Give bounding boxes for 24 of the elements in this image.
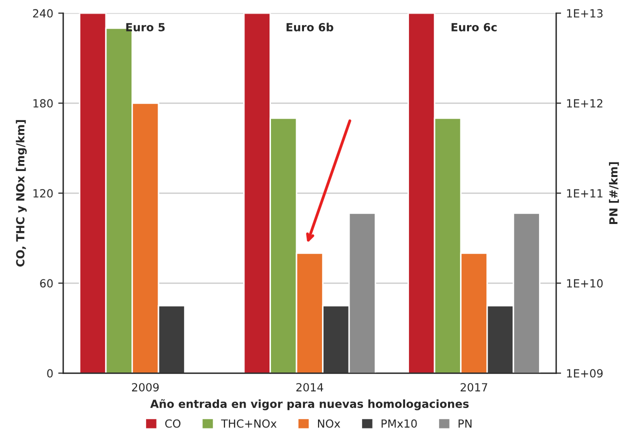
y2-tick-label: 1E+13 [567, 9, 603, 18]
y2-axis-title: PN [#/km] [608, 162, 619, 224]
y-tick-label: 240 [33, 9, 53, 18]
x-tick-label: 2009 [132, 383, 159, 392]
y-tick-label: 0 [47, 369, 53, 378]
y2-tick-label: 1E+12 [567, 99, 602, 108]
y2-tick-label: 1E+10 [567, 279, 603, 288]
x-axis-title: Año entrada en vigor para nuevas homologaciones [150, 399, 469, 410]
legend-label: PMx10 [382, 419, 417, 428]
y-tick-label: 180 [33, 99, 53, 108]
legend-label: THC+NOx [221, 419, 277, 428]
annotation: Euro 5 [126, 23, 165, 32]
annotation: Euro 6b [286, 22, 334, 32]
y2-tick-label: 1E+11 [567, 189, 602, 198]
y2-tick-label: 1E+09 [567, 369, 603, 378]
legend-label: PN [458, 419, 472, 428]
legend-label: CO [165, 419, 180, 428]
annotation: Euro 6c [452, 23, 497, 32]
x-tick-label: 2014 [296, 383, 324, 392]
x-tick-label: 2017 [460, 383, 488, 392]
legend-label: NOx [318, 419, 340, 428]
y-axis-title: CO, THC y NOx [mg/km] [16, 120, 27, 267]
y-tick-label: 60 [40, 279, 53, 288]
y-tick-label: 120 [33, 189, 53, 198]
